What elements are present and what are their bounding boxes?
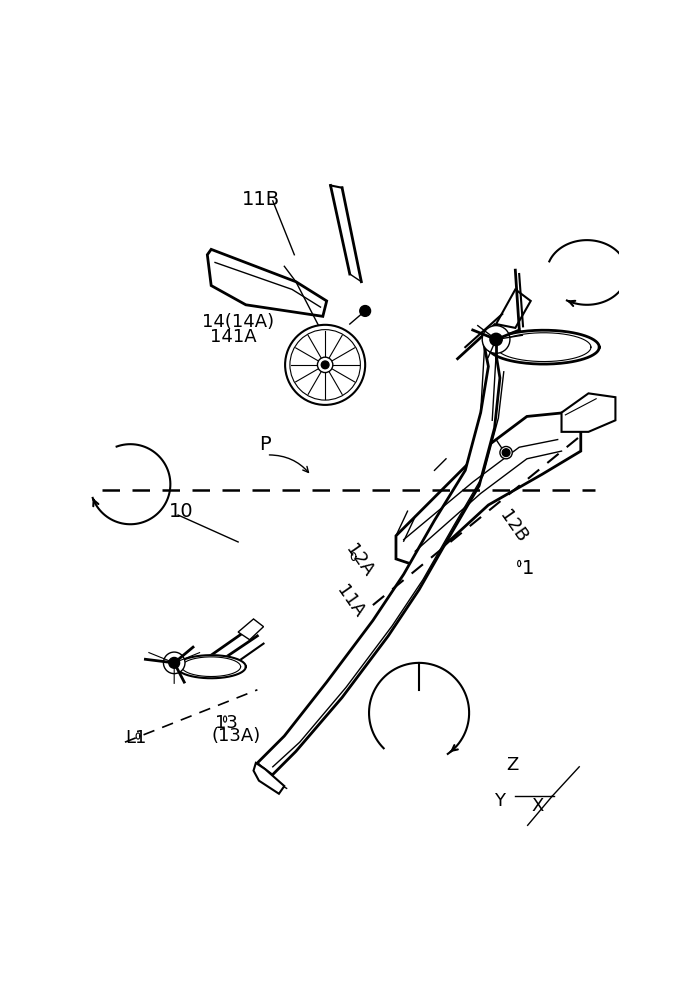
Polygon shape: [496, 289, 531, 328]
Polygon shape: [489, 330, 599, 364]
Text: 11A: 11A: [333, 582, 368, 621]
Text: P: P: [259, 435, 270, 454]
Text: X: X: [531, 797, 544, 815]
Text: 1: 1: [522, 559, 534, 578]
Text: Y: Y: [494, 792, 505, 810]
Polygon shape: [396, 413, 581, 567]
Circle shape: [169, 657, 179, 668]
Polygon shape: [177, 655, 246, 678]
Circle shape: [285, 325, 365, 405]
Polygon shape: [207, 249, 326, 316]
Text: 13: 13: [215, 714, 238, 732]
Text: L1: L1: [125, 729, 146, 747]
Circle shape: [164, 652, 185, 674]
Circle shape: [500, 446, 512, 459]
Circle shape: [482, 326, 510, 353]
Text: 11B: 11B: [242, 190, 280, 209]
Polygon shape: [238, 619, 264, 640]
Polygon shape: [257, 347, 500, 778]
Circle shape: [317, 357, 333, 373]
Circle shape: [502, 449, 510, 456]
Text: 14(14A): 14(14A): [202, 313, 274, 331]
Polygon shape: [253, 763, 284, 794]
Polygon shape: [562, 393, 615, 432]
Circle shape: [359, 306, 371, 316]
Text: Z: Z: [506, 756, 518, 774]
Circle shape: [290, 330, 360, 400]
Text: 12A: 12A: [342, 541, 377, 580]
Text: 12B: 12B: [496, 507, 531, 546]
Text: (13A): (13A): [211, 727, 260, 745]
Circle shape: [490, 333, 502, 346]
Circle shape: [322, 361, 329, 369]
Text: 10: 10: [169, 502, 193, 521]
Text: 141A: 141A: [210, 328, 256, 346]
